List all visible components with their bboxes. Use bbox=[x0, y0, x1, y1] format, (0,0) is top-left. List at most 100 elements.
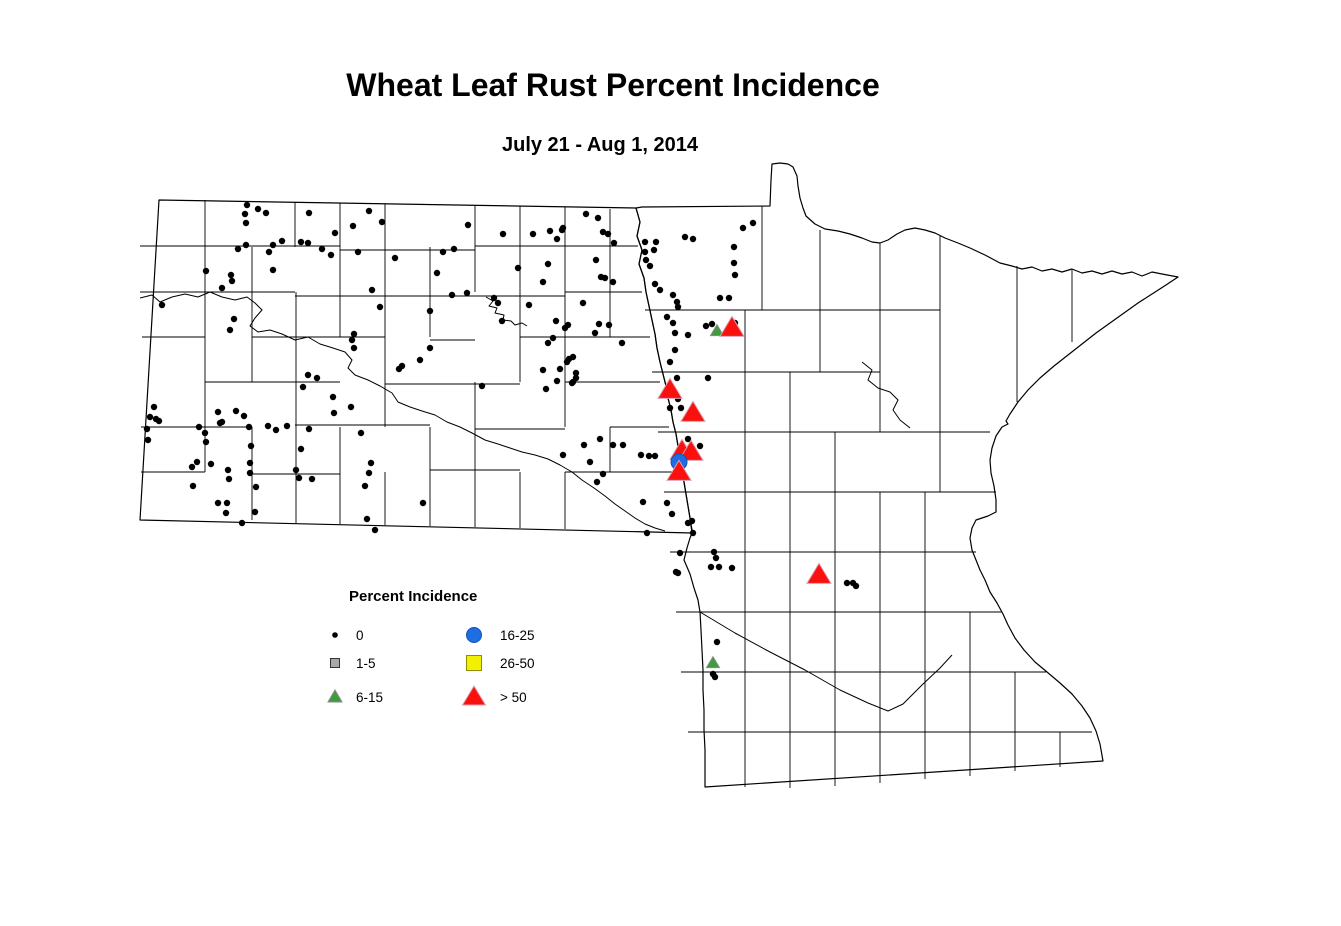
zero-incidence-dot bbox=[450, 245, 458, 253]
legend-yellow-square-icon bbox=[466, 655, 482, 671]
zero-incidence-dot bbox=[604, 230, 612, 238]
legend-item-label: 1-5 bbox=[356, 656, 376, 671]
zero-incidence-dot bbox=[650, 246, 658, 254]
legend-item-label: 6-15 bbox=[356, 690, 383, 705]
zero-incidence-dot bbox=[681, 233, 689, 241]
zero-incidence-dot bbox=[246, 459, 254, 467]
zero-incidence-dot bbox=[251, 508, 259, 516]
zero-incidence-dot bbox=[539, 278, 547, 286]
zero-incidence-dot bbox=[563, 358, 571, 366]
zero-incidence-dot bbox=[731, 271, 739, 279]
zero-incidence-dot bbox=[297, 445, 305, 453]
zero-incidence-dot bbox=[247, 442, 255, 450]
marker-red-triangle bbox=[678, 439, 704, 461]
zero-incidence-dot bbox=[245, 423, 253, 431]
zero-incidence-dot bbox=[283, 422, 291, 430]
zero-incidence-dot bbox=[318, 245, 326, 253]
zero-incidence-dot bbox=[553, 377, 561, 385]
zero-incidence-dot bbox=[201, 429, 209, 437]
mississippi-headwaters-line bbox=[861, 361, 911, 429]
zero-incidence-dot bbox=[702, 322, 710, 330]
zero-incidence-dot bbox=[331, 229, 339, 237]
zero-incidence-dot bbox=[242, 219, 250, 227]
zero-incidence-dot bbox=[689, 529, 697, 537]
zero-incidence-dot bbox=[586, 458, 594, 466]
zero-incidence-dot bbox=[262, 209, 270, 217]
zero-incidence-dot bbox=[645, 452, 653, 460]
zero-incidence-dot bbox=[539, 366, 547, 374]
zero-incidence-dot bbox=[689, 235, 697, 243]
zero-incidence-dot bbox=[671, 346, 679, 354]
zero-incidence-dot bbox=[605, 321, 613, 329]
zero-incidence-dots-layer bbox=[143, 201, 860, 681]
zero-incidence-dot bbox=[144, 436, 152, 444]
zero-incidence-dot bbox=[696, 442, 704, 450]
zero-incidence-dot bbox=[305, 425, 313, 433]
zero-incidence-dot bbox=[525, 301, 533, 309]
zero-incidence-dot bbox=[646, 262, 654, 270]
zero-incidence-dot bbox=[843, 579, 851, 587]
zero-incidence-dot bbox=[609, 278, 617, 286]
zero-incidence-dot bbox=[269, 241, 277, 249]
missouri-river-line bbox=[139, 291, 666, 532]
legend-gray-square-icon bbox=[330, 658, 340, 668]
zero-incidence-dot bbox=[292, 466, 300, 474]
zero-incidence-dot bbox=[272, 426, 280, 434]
zero-incidence-dot bbox=[416, 356, 424, 364]
zero-incidence-dot bbox=[725, 294, 733, 302]
zero-incidence-dot bbox=[295, 474, 303, 482]
zero-incidence-dot bbox=[553, 235, 561, 243]
zero-incidence-dot bbox=[155, 417, 163, 425]
zero-incidence-dot bbox=[357, 429, 365, 437]
zero-incidence-dot bbox=[365, 207, 373, 215]
zero-incidence-dot bbox=[238, 519, 246, 527]
zero-incidence-dot bbox=[195, 423, 203, 431]
county-lines bbox=[139, 200, 1092, 788]
zero-incidence-dot bbox=[327, 251, 335, 259]
legend-item-label: > 50 bbox=[500, 690, 527, 705]
legend: Percent Incidence 0 1-5 6-15 16-25 26-50 > 50 bbox=[327, 588, 535, 706]
legend-items: 0 1-5 6-15 16-25 26-50 > 50 bbox=[327, 627, 535, 706]
zero-incidence-dot bbox=[241, 210, 249, 218]
zero-incidence-dot bbox=[618, 339, 626, 347]
zero-incidence-dot bbox=[228, 277, 236, 285]
zero-incidence-dot bbox=[304, 239, 312, 247]
zero-incidence-dot bbox=[677, 404, 685, 412]
zero-incidence-dot bbox=[676, 549, 684, 557]
zero-incidence-dot bbox=[348, 336, 356, 344]
zero-incidence-dot bbox=[593, 478, 601, 486]
zero-incidence-dot bbox=[643, 529, 651, 537]
zero-incidence-dot bbox=[363, 515, 371, 523]
zero-incidence-dot bbox=[529, 230, 537, 238]
zero-incidence-dot bbox=[559, 224, 567, 232]
zero-incidence-dot bbox=[549, 334, 557, 342]
zero-incidence-dot bbox=[564, 321, 572, 329]
marker-red-triangle bbox=[657, 377, 683, 399]
zero-incidence-dot bbox=[568, 379, 576, 387]
zero-incidence-dot bbox=[426, 307, 434, 315]
zero-incidence-dot bbox=[852, 582, 860, 590]
zero-incidence-dot bbox=[218, 284, 226, 292]
zero-incidence-dot bbox=[546, 227, 554, 235]
page-title: Wheat Leaf Rust Percent Incidence bbox=[346, 67, 879, 103]
marker-green-triangle bbox=[705, 655, 721, 669]
minnesota-river-line bbox=[699, 611, 953, 712]
zero-incidence-dot bbox=[739, 224, 747, 232]
zero-incidence-dot bbox=[188, 463, 196, 471]
marker-red-triangle bbox=[719, 315, 745, 337]
zero-incidence-dot bbox=[651, 280, 659, 288]
legend-item-0: 0 bbox=[332, 628, 364, 643]
legend-item-2650: 26-50 bbox=[466, 655, 535, 671]
zero-incidence-dot bbox=[663, 313, 671, 321]
zero-incidence-dot bbox=[591, 329, 599, 337]
zero-incidence-dot bbox=[398, 362, 406, 370]
zero-incidence-dot bbox=[710, 548, 718, 556]
zero-incidence-dot bbox=[143, 425, 151, 433]
zero-incidence-dot bbox=[243, 201, 251, 209]
zero-incidence-dot bbox=[234, 245, 242, 253]
zero-incidence-dot bbox=[642, 256, 650, 264]
zero-incidence-dot bbox=[663, 499, 671, 507]
zero-incidence-dot bbox=[652, 238, 660, 246]
